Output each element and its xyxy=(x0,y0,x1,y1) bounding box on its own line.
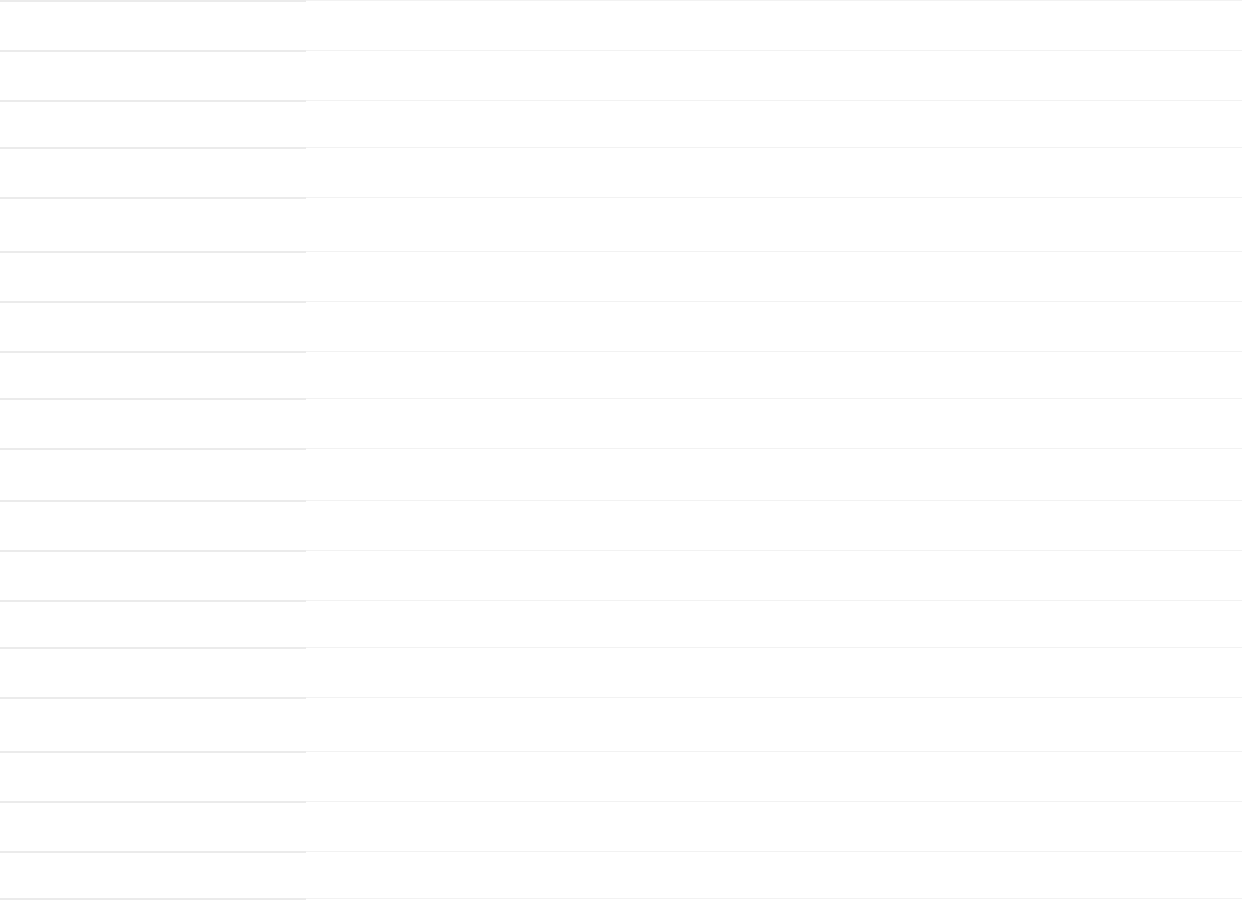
right-column-divider xyxy=(306,851,1242,852)
row-divider xyxy=(0,100,1242,102)
left-column-divider xyxy=(0,351,306,353)
left-column-divider xyxy=(0,550,306,552)
row-divider xyxy=(0,197,1242,199)
left-column-divider xyxy=(0,251,306,253)
row-divider xyxy=(0,50,1242,52)
right-column-divider xyxy=(306,600,1242,601)
row-divider xyxy=(0,550,1242,552)
left-column-divider xyxy=(0,851,306,853)
right-column-divider xyxy=(306,50,1242,51)
row-divider xyxy=(0,600,1242,602)
left-column-divider xyxy=(0,100,306,102)
row-divider xyxy=(0,301,1242,303)
row-divider xyxy=(0,647,1242,649)
right-column-divider xyxy=(306,647,1242,648)
right-column-divider xyxy=(306,147,1242,148)
left-column-divider xyxy=(0,50,306,52)
left-column-divider xyxy=(0,0,306,2)
row-divider xyxy=(0,251,1242,253)
left-column-divider xyxy=(0,398,306,400)
right-column-divider xyxy=(306,301,1242,302)
left-column-divider xyxy=(0,147,306,149)
row-divider xyxy=(0,697,1242,699)
row-divider xyxy=(0,448,1242,450)
row-divider xyxy=(0,351,1242,353)
right-column-divider xyxy=(306,0,1242,1)
right-column-divider xyxy=(306,898,1242,899)
right-column-divider xyxy=(306,751,1242,752)
right-column-divider xyxy=(306,100,1242,101)
left-column-divider xyxy=(0,448,306,450)
right-column-divider xyxy=(306,550,1242,551)
right-column-divider xyxy=(306,398,1242,399)
right-column-divider xyxy=(306,697,1242,698)
row-divider xyxy=(0,851,1242,853)
right-column-divider xyxy=(306,500,1242,501)
right-column-divider xyxy=(306,351,1242,352)
row-divider xyxy=(0,898,1242,900)
left-column-divider xyxy=(0,647,306,649)
row-divider xyxy=(0,500,1242,502)
left-column-divider xyxy=(0,500,306,502)
left-column-divider xyxy=(0,898,306,900)
right-column-divider xyxy=(306,251,1242,252)
row-divider xyxy=(0,0,1242,2)
left-column-divider xyxy=(0,751,306,753)
left-column-divider xyxy=(0,197,306,199)
right-column-divider xyxy=(306,801,1242,802)
right-column-divider xyxy=(306,197,1242,198)
right-column-divider xyxy=(306,448,1242,449)
left-column-divider xyxy=(0,301,306,303)
left-column-divider xyxy=(0,697,306,699)
row-divider xyxy=(0,801,1242,803)
left-column-divider xyxy=(0,801,306,803)
row-divider xyxy=(0,751,1242,753)
row-divider xyxy=(0,398,1242,400)
left-column-divider xyxy=(0,600,306,602)
row-divider xyxy=(0,147,1242,149)
